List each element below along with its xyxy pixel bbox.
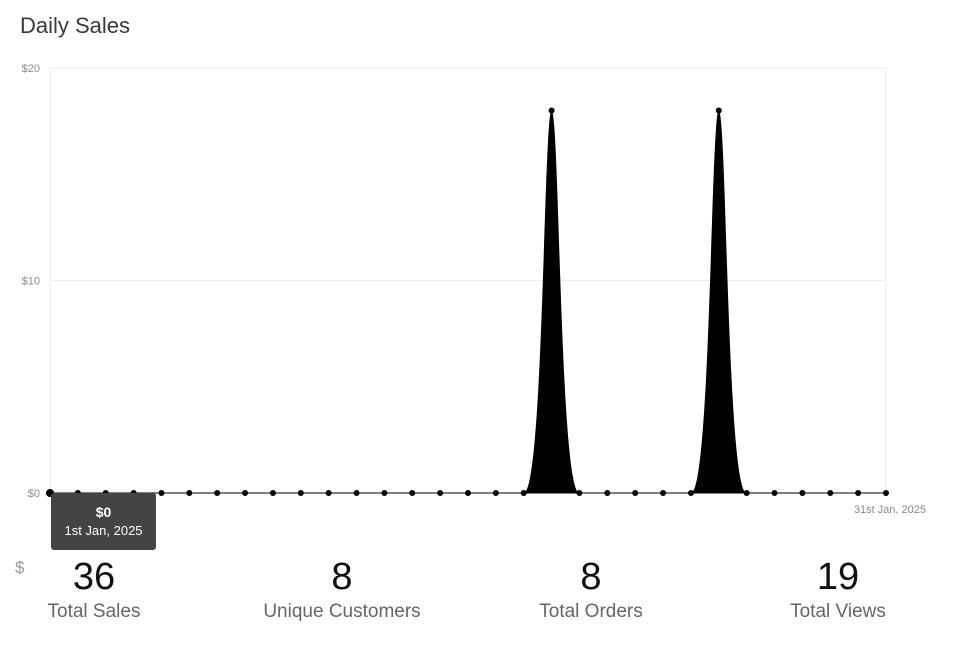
data-point xyxy=(827,490,834,496)
stat-total-sales: $36 Total Sales xyxy=(15,555,159,623)
stat-total-views: 19 Total Views xyxy=(778,555,898,623)
y-tick-label: $0 xyxy=(28,488,40,500)
stat-value: 36 xyxy=(72,556,116,598)
daily-sales-chart: $0 $10 $20 31st Jan, 2025 xyxy=(22,63,926,516)
stat-total-orders: 8 Total Orders xyxy=(526,555,656,623)
data-point xyxy=(883,490,889,496)
data-point xyxy=(632,490,639,496)
data-point xyxy=(409,490,416,496)
data-point xyxy=(492,490,499,496)
data-point xyxy=(186,490,193,496)
tooltip-value: $0 xyxy=(95,504,112,520)
stat-value: 19 xyxy=(816,556,860,598)
stat-value: 8 xyxy=(580,556,602,598)
stat-label: Total Orders xyxy=(539,601,643,622)
data-point xyxy=(660,490,667,496)
data-point xyxy=(520,490,527,496)
y-tick-label: $20 xyxy=(22,63,40,75)
data-point xyxy=(715,107,722,114)
data-point xyxy=(381,490,388,496)
tooltip-date: 1st Jan, 2025 xyxy=(64,523,143,538)
data-point xyxy=(297,490,304,496)
data-point xyxy=(242,490,249,496)
data-point xyxy=(214,490,221,496)
data-point xyxy=(548,107,555,114)
stat-value: 8 xyxy=(331,556,353,598)
data-point xyxy=(743,490,750,496)
data-point xyxy=(158,490,165,496)
data-point xyxy=(353,490,360,496)
data-point xyxy=(687,490,694,496)
stat-label: Unique Customers xyxy=(263,601,421,622)
chart-tooltip: $0 1st Jan, 2025 xyxy=(51,493,156,550)
stats-row: $36 Total Sales 8 Unique Customers 8 Tot… xyxy=(0,555,956,635)
data-point xyxy=(269,490,276,496)
data-point xyxy=(465,490,471,496)
data-point xyxy=(855,490,862,496)
area-peak xyxy=(523,110,580,493)
data-point xyxy=(771,490,778,496)
data-point xyxy=(437,490,444,496)
y-tick-label: $10 xyxy=(22,276,40,288)
data-point xyxy=(325,490,332,496)
stat-unique-customers: 8 Unique Customers xyxy=(252,555,432,623)
data-point xyxy=(576,490,583,496)
chart-title: Daily Sales xyxy=(20,13,131,38)
x-axis-end-label: 31st Jan, 2025 xyxy=(854,504,926,516)
area-peak xyxy=(690,110,747,493)
data-point xyxy=(799,490,806,496)
currency-symbol: $ xyxy=(15,558,25,577)
data-point xyxy=(604,490,611,496)
stat-label: Total Sales xyxy=(47,601,141,622)
stat-label: Total Views xyxy=(790,601,886,622)
